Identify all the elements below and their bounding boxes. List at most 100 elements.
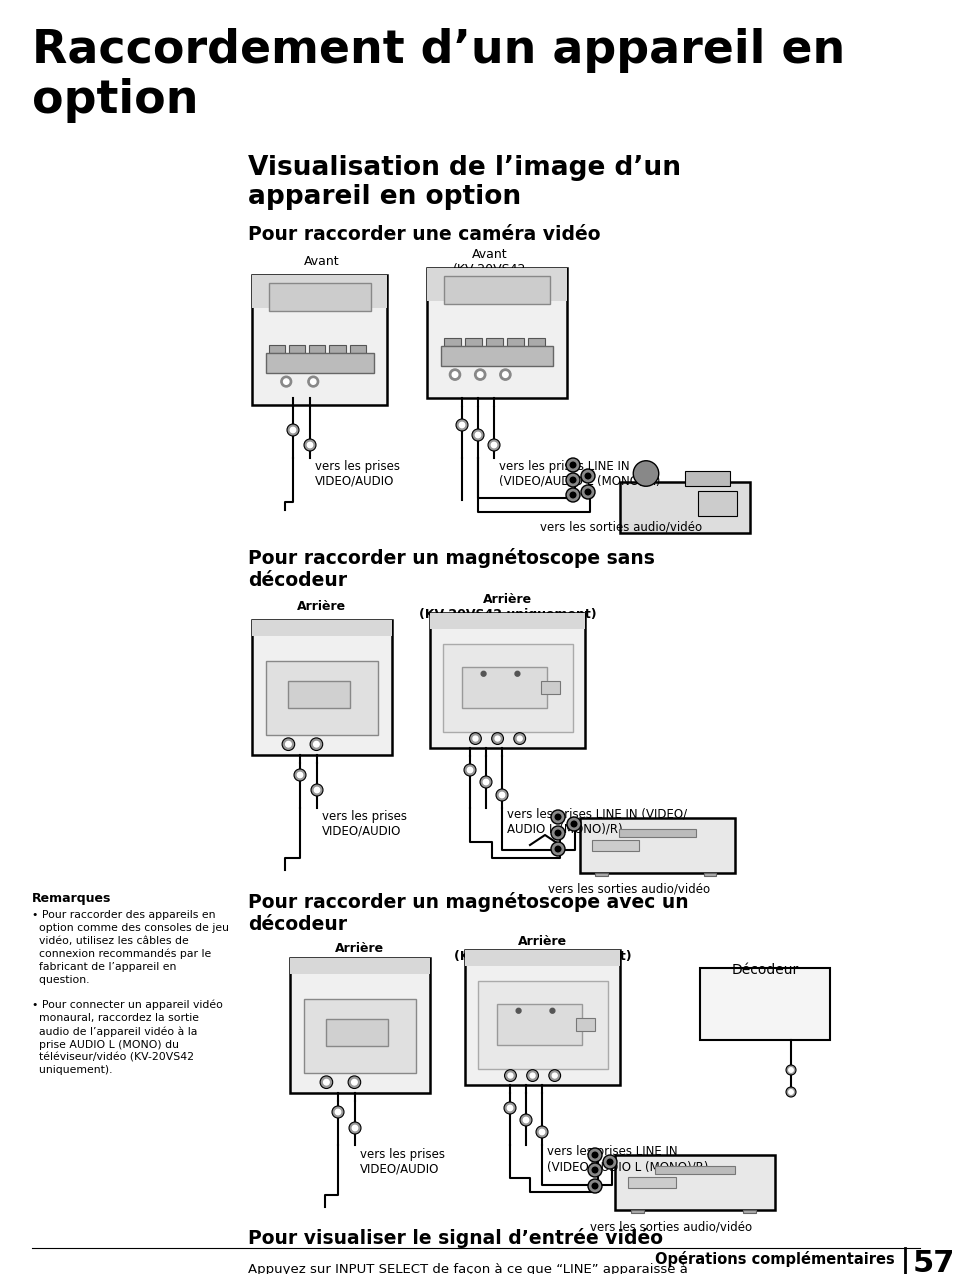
Circle shape (323, 1079, 329, 1085)
Circle shape (310, 738, 322, 750)
Text: option: option (32, 78, 198, 124)
Bar (329, 345, 345, 353)
Bar (619, 482, 749, 533)
Bar (290, 958, 430, 1093)
Circle shape (496, 789, 507, 801)
Circle shape (516, 1008, 520, 1013)
Circle shape (587, 1178, 601, 1192)
Text: vers les prises LINE IN (VIDEO/
AUDIO L (MONO)/R): vers les prises LINE IN (VIDEO/ AUDIO L … (506, 808, 686, 836)
Circle shape (592, 1167, 598, 1173)
Circle shape (280, 376, 292, 387)
Circle shape (602, 1156, 617, 1170)
Circle shape (592, 1152, 598, 1158)
Text: vers les sorties audio/vidéo: vers les sorties audio/vidéo (547, 882, 709, 896)
Bar (497, 1004, 581, 1045)
Circle shape (311, 784, 323, 796)
Text: vers les prises
VIDEO/AUDIO: vers les prises VIDEO/AUDIO (359, 1148, 444, 1176)
Bar (627, 1177, 675, 1187)
Text: Visualisation de l’image d’un
appareil en option: Visualisation de l’image d’un appareil e… (248, 155, 680, 210)
Circle shape (551, 810, 564, 824)
Circle shape (548, 1070, 560, 1082)
Circle shape (580, 485, 595, 499)
Bar (579, 818, 734, 873)
Text: Avant
(KV-20VS42
uniquement): Avant (KV-20VS42 uniquement) (450, 248, 530, 290)
Circle shape (458, 422, 464, 428)
Circle shape (538, 1129, 544, 1135)
Text: • Pour connecter un appareil vidéo
  monaural, raccordez la sortie
  audio de l’: • Pour connecter un appareil vidéo monau… (32, 1000, 223, 1075)
Circle shape (555, 814, 560, 819)
Circle shape (311, 378, 315, 385)
Bar (427, 268, 566, 301)
Circle shape (297, 772, 302, 777)
Bar (485, 338, 502, 347)
Circle shape (587, 1148, 601, 1162)
Circle shape (502, 372, 508, 377)
Bar (266, 660, 377, 735)
Bar (252, 620, 392, 636)
Circle shape (499, 369, 511, 380)
Bar (615, 1156, 774, 1210)
Circle shape (287, 424, 298, 436)
Circle shape (606, 1159, 612, 1164)
Text: vers les prises LINE IN
(VIDEO/AUDIO L (MONO)/R): vers les prises LINE IN (VIDEO/AUDIO L (… (498, 460, 659, 488)
Bar (290, 958, 430, 975)
Circle shape (552, 1073, 557, 1078)
Bar (703, 873, 716, 877)
Circle shape (515, 671, 519, 676)
Circle shape (314, 741, 319, 747)
Circle shape (332, 1106, 344, 1119)
Circle shape (526, 1070, 537, 1082)
Circle shape (565, 457, 579, 471)
Text: Arrière: Arrière (297, 600, 346, 613)
Bar (592, 840, 639, 851)
Bar (527, 338, 544, 347)
Bar (575, 1018, 595, 1031)
Circle shape (476, 372, 482, 377)
Bar (700, 968, 829, 1040)
Circle shape (633, 461, 659, 487)
Circle shape (788, 1089, 792, 1094)
Circle shape (785, 1065, 795, 1075)
Bar (440, 347, 553, 366)
Text: Appuyez sur INPUT SELECT de façon à ce que “LINE” apparaisse à
l’écran.: Appuyez sur INPUT SELECT de façon à ce q… (248, 1263, 687, 1274)
Text: vers les prises
VIDEO/AUDIO: vers les prises VIDEO/AUDIO (322, 810, 407, 838)
Circle shape (320, 1077, 333, 1088)
Circle shape (473, 736, 477, 741)
Bar (350, 345, 366, 353)
Text: vers les sorties audio/vidéo: vers les sorties audio/vidéo (589, 1220, 751, 1233)
Circle shape (584, 473, 590, 479)
Circle shape (304, 440, 315, 451)
Circle shape (580, 469, 595, 483)
Text: Arrière
(KV-20VS42 uniquement): Arrière (KV-20VS42 uniquement) (454, 935, 631, 963)
Circle shape (349, 1122, 360, 1134)
Bar (442, 645, 573, 731)
Bar (506, 338, 523, 347)
Circle shape (566, 817, 580, 831)
Circle shape (498, 792, 504, 798)
Circle shape (530, 1073, 535, 1078)
Bar (465, 950, 619, 966)
Circle shape (463, 764, 476, 776)
Circle shape (565, 473, 579, 487)
Circle shape (452, 372, 457, 377)
Bar (304, 999, 416, 1073)
Bar (269, 345, 285, 353)
Bar (630, 1210, 643, 1213)
Circle shape (491, 733, 503, 744)
Bar (427, 268, 566, 397)
Bar (742, 1210, 755, 1213)
Circle shape (551, 842, 564, 856)
Circle shape (503, 1102, 516, 1113)
Circle shape (550, 1008, 555, 1013)
Bar (655, 1166, 734, 1175)
Bar (253, 275, 387, 405)
Circle shape (475, 432, 480, 438)
Circle shape (587, 1163, 601, 1177)
Circle shape (282, 738, 294, 750)
Bar (266, 353, 374, 372)
Circle shape (283, 378, 289, 385)
Bar (443, 338, 460, 347)
Text: Arrière: Arrière (335, 941, 384, 956)
Bar (289, 345, 305, 353)
Circle shape (314, 787, 319, 792)
